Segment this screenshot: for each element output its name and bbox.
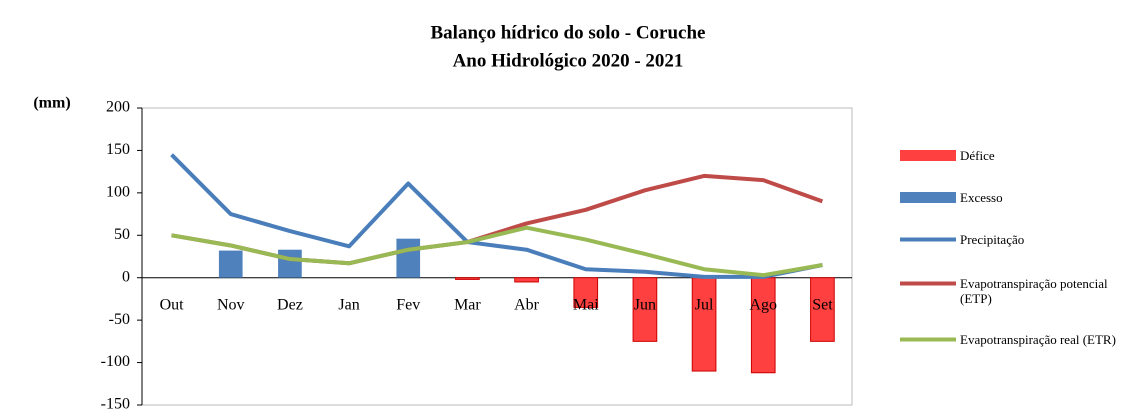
plot-area: [141, 107, 853, 406]
x-tick-label: Mar: [454, 296, 481, 313]
legend-label: Precipitação: [960, 232, 1025, 247]
legend-item: Precipitação: [900, 232, 1120, 247]
x-tick-label: Nov: [217, 296, 245, 313]
x-tick-label: Ago: [749, 296, 777, 313]
x-tick-label: Out: [160, 296, 185, 313]
y-tick-label: 0: [122, 268, 130, 285]
legend-label: Défice: [960, 148, 995, 163]
bar: [632, 277, 658, 342]
bar: [750, 277, 776, 374]
legend-swatch: [900, 281, 956, 286]
legend-item: Excesso: [900, 190, 1120, 205]
x-tick-label: Dez: [277, 296, 303, 313]
chart-title: Balanço hídrico do solo - Coruche: [431, 22, 706, 43]
y-tick-label: 50: [114, 226, 130, 243]
line: [171, 225, 823, 278]
legend-label: Evapotranspiração real (ETR): [960, 332, 1116, 347]
legend-swatch: [900, 150, 956, 161]
legend-swatch: [900, 237, 956, 242]
y-tick-label: 100: [106, 184, 130, 201]
y-tick-label: -150: [101, 396, 130, 412]
bar: [810, 277, 835, 342]
x-tick-label: Jan: [338, 296, 359, 313]
bar: [455, 277, 480, 280]
bar: [278, 249, 302, 278]
legend-mark: [900, 192, 956, 203]
legend-mark: [900, 150, 956, 161]
y-axis-label: (mm): [33, 95, 70, 112]
y-tick-label: 150: [106, 141, 130, 158]
x-tick-label: Jun: [634, 296, 656, 313]
bar: [514, 277, 539, 283]
x-tick-label: Fev: [396, 296, 420, 313]
line: [171, 173, 824, 266]
bar: [573, 277, 599, 308]
bar: [691, 277, 717, 372]
legend-swatch: [900, 337, 956, 342]
legend-label: Excesso: [960, 190, 1003, 205]
x-tick-label: Mai: [573, 296, 599, 313]
legend-item: Défice: [900, 148, 1120, 163]
y-tick-label: 200: [106, 99, 130, 116]
x-tick-label: Set: [812, 296, 833, 313]
legend-item: Evapotranspiração real (ETR): [900, 332, 1120, 347]
x-tick-label: Jul: [695, 296, 714, 313]
bar: [218, 250, 243, 278]
y-tick-label: -100: [101, 353, 130, 370]
y-tick-label: -50: [109, 311, 130, 328]
legend-item: Evapotranspiração potencial (ETP): [900, 276, 1120, 306]
bar: [396, 238, 421, 278]
legend-label: Evapotranspiração potencial (ETP): [960, 276, 1108, 306]
x-tick-label: Abr: [514, 296, 540, 313]
legend-swatch: [900, 192, 956, 203]
chart-subtitle: Ano Hidrológico 2020 - 2021: [453, 50, 684, 71]
line: [170, 153, 823, 279]
